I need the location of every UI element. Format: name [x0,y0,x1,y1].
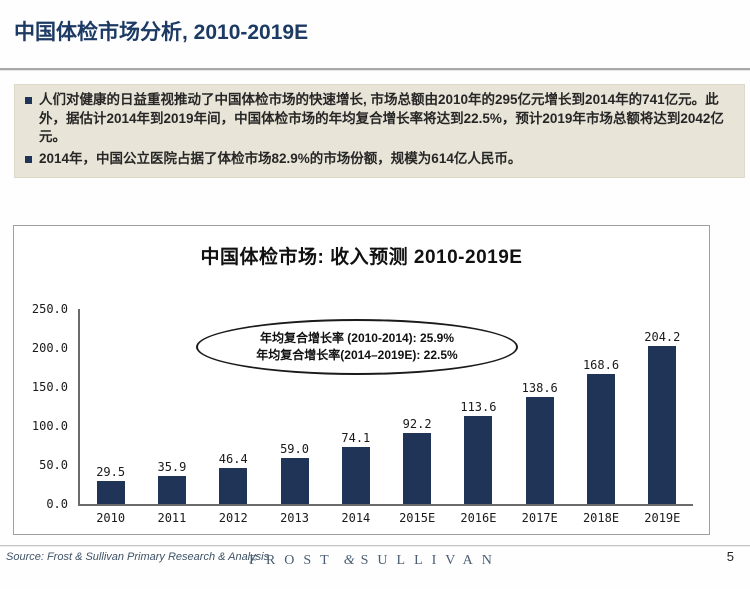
bar [341,447,370,504]
bar-slot: 46.4 2012 [203,309,264,525]
bar-value-label: 92.2 [402,417,432,431]
logo-ampersand-icon: & [343,553,355,568]
bar-slot: 168.6 2018E [570,309,631,525]
x-category-label: 2011 [157,511,187,525]
bar-value-label: 74.1 [341,431,371,445]
bar-slot: 204.2 2019E [632,309,693,525]
x-category-label: 2018E [582,511,620,525]
summary-panel: 人们对健康的日益重视推动了中国体检市场的快速增长, 市场总额由2010年的295… [14,84,745,178]
bar [587,374,616,504]
bar-slot: 35.9 2011 [141,309,202,525]
bullet-item: 2014年，中国公立医院占据了体检市场82.9%的市场份额，规模为614亿人民币… [23,150,736,169]
y-tick-label: 50.0 [39,458,68,472]
bar [464,416,493,504]
logo-text-frost: FROST [249,553,338,568]
x-category-label: 2017E [521,511,558,525]
bullet-square-icon [25,155,32,163]
y-tick-label: 100.0 [31,419,68,433]
bullet-square-icon [25,97,32,104]
footer-divider [0,545,750,547]
bar-value-label: 113.6 [460,400,497,414]
bullet-text: 2014年，中国公立医院占据了体检市场82.9%的市场份额，规模为614亿人民币… [39,150,522,166]
cagr-annotation-line: 年均复合增长率(2014–2019E): 22.5% [256,348,458,362]
y-tick-label: 150.0 [31,380,68,394]
y-tick-label: 200.0 [31,341,68,355]
x-category-label: 2014 [341,511,371,525]
bar-value-label: 35.9 [157,460,187,474]
source-note: Source: Frost & Sullivan Primary Researc… [6,551,270,563]
bar [157,476,186,504]
plot-area: 29.5 2010 35.9 2011 46.4 2012 59.0 2013 74.1 2014… [78,309,693,525]
x-category-label: 2010 [96,511,126,525]
page-number: 5 [726,549,734,564]
bar-value-label: 46.4 [218,452,248,466]
bar-value-label: 168.6 [582,358,620,372]
cagr-annotation-line: 年均复合增长率 (2010-2014): 25.9% [259,330,455,345]
bar [96,481,125,504]
chart-title: 中国体检市场: 收入预测 2010-2019E [200,247,523,268]
x-category-label: 2015E [399,511,436,525]
x-category-label: 2019E [644,511,681,525]
bullet-list: 人们对健康的日益重视推动了中国体检市场的快速增长, 市场总额由2010年的295… [23,91,736,169]
bar-slot: 29.5 2010 [80,309,141,525]
frost-sullivan-logo: FROST & SULLIVAN [0,553,750,569]
x-category-label: 2016E [460,511,497,525]
logo-text-sullivan: SULLIVAN [360,553,501,568]
bar [280,458,309,504]
y-tick-label: 250.0 [31,302,68,316]
bar-slot: 74.1 2014 [325,309,386,525]
bullet-item: 人们对健康的日益重视推动了中国体检市场的快速增长, 市场总额由2010年的295… [23,91,736,147]
bar [525,397,554,504]
page-title: 中国体检市场分析, 2010-2019E [14,21,309,44]
bar [403,433,432,504]
bar-value-label: 59.0 [280,442,309,456]
bar-slot: 138.6 2017E [509,309,570,525]
x-category-label: 2013 [280,511,309,525]
cagr-annotation: 年均复合增长率 (2010-2014): 25.9% 年均复合增长率(2014–2… [196,319,518,375]
bar [648,346,677,504]
bar-slot: 113.6 2016E [448,309,509,525]
bar [219,468,248,504]
title-divider [0,68,750,71]
bar-value-label: 29.5 [96,465,126,479]
bar-slot: 59.0 2013 [264,309,325,525]
bar-slot: 92.2 2015E [386,309,447,525]
bullet-text: 人们对健康的日益重视推动了中国体检市场的快速增长, 市场总额由2010年的295… [39,92,724,145]
y-axis-labels: 250.0 200.0 150.0 100.0 50.0 0.0 [14,302,72,511]
chart: 中国体检市场: 收入预测 2010-2019E 250.0 200.0 150.0 1… [13,225,710,535]
bar-value-label: 138.6 [521,381,558,395]
y-tick-label: 0.0 [46,497,68,511]
bar-value-label: 204.2 [644,330,681,344]
x-category-label: 2012 [218,511,248,525]
